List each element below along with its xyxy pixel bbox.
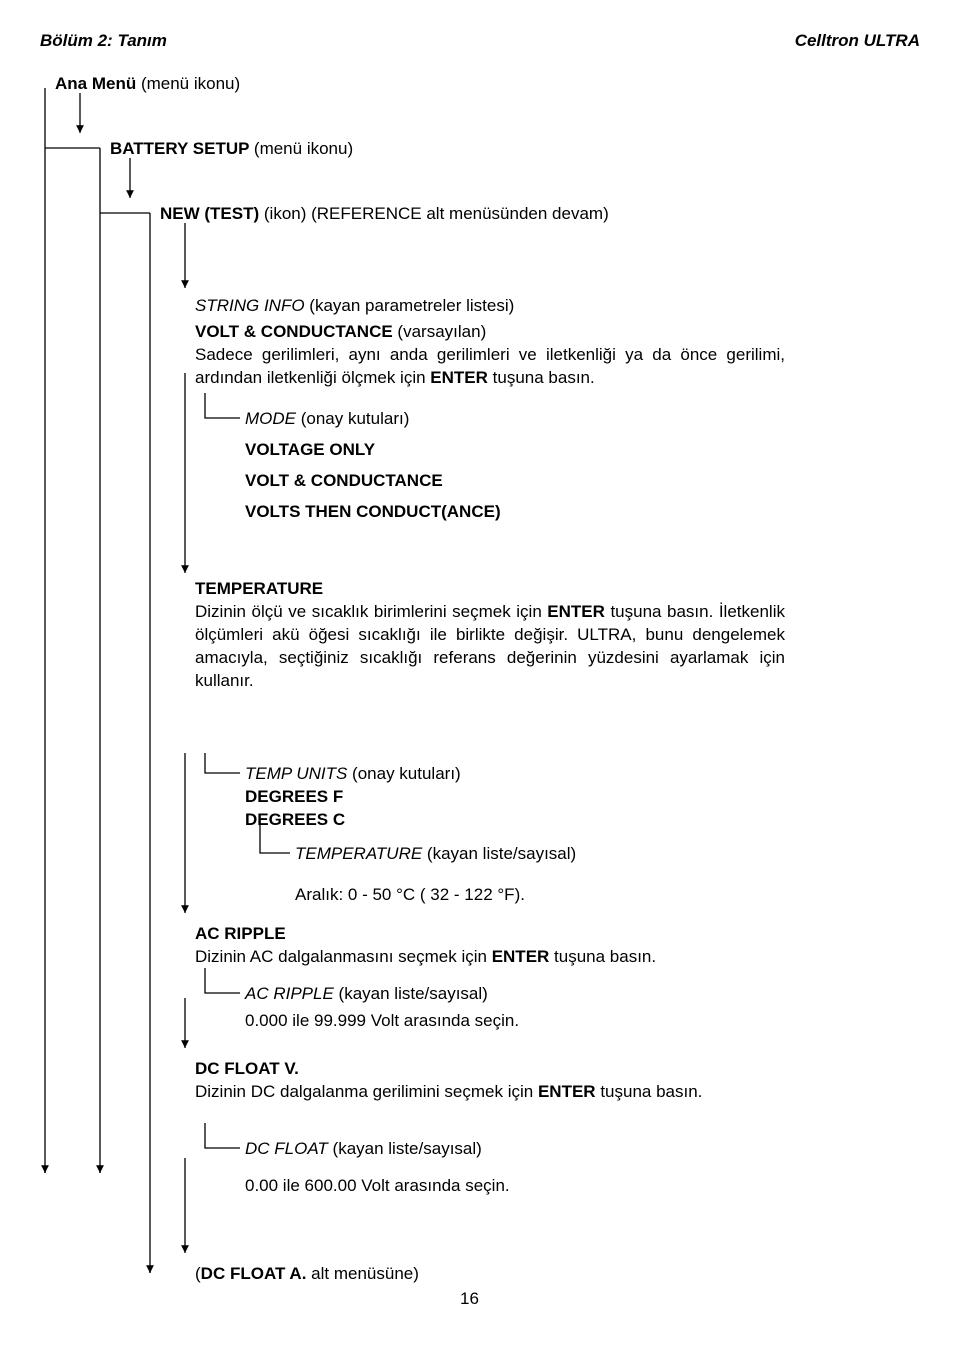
menu-tree-diagram: Ana Menü (menü ikonu) BATTERY SETUP (men… (40, 73, 920, 1323)
temp-units-opt2: DEGREES C (245, 809, 745, 832)
dc-float-sub-title: DC FLOAT (245, 1139, 333, 1158)
string-info: STRING INFO (kayan parametreler listesi) (195, 295, 755, 318)
new-test-label: NEW (TEST) (160, 204, 264, 223)
dc-float-d1: Dizinin DC dalgalanma gerilimini seçmek … (195, 1082, 538, 1101)
volt-enter: ENTER (430, 368, 488, 387)
ac-ripple-range: 0.000 ile 99.999 Volt arasında seçin. (245, 1010, 745, 1033)
ac-ripple-block: AC RIPPLE Dizinin AC dalgalanmasını seçm… (195, 923, 785, 969)
dc-float-sub-note: (kayan liste/sayısal) (333, 1139, 482, 1158)
ac-ripple-sub-title: AC RIPPLE (245, 984, 339, 1003)
temperature-title: TEMPERATURE (195, 578, 785, 601)
dc-float-enter: ENTER (538, 1082, 596, 1101)
volt-desc2: tuşuna basın. (488, 368, 595, 387)
temperature-sub: TEMPERATURE (kayan liste/sayısal) Aralık… (295, 843, 745, 907)
temperature-sub-title: TEMPERATURE (295, 844, 427, 863)
dc-float-d2: tuşuna basın. (596, 1082, 703, 1101)
string-info-note: (kayan parametreler listesi) (309, 296, 514, 315)
ac-ripple-title: AC RIPPLE (195, 923, 785, 946)
temperature-d1: Dizinin ölçü ve sıcaklık birimlerini seç… (195, 602, 547, 621)
mode-opt1: VOLTAGE ONLY (245, 439, 745, 462)
dc-float-block: DC FLOAT V. Dizinin DC dalgalanma gerili… (195, 1058, 785, 1104)
battery-setup-note: (menü ikonu) (254, 139, 353, 158)
temperature-block: TEMPERATURE Dizinin ölçü ve sıcaklık bir… (195, 578, 785, 693)
temp-units-opt1: DEGREES F (245, 786, 745, 809)
header-right: Celltron ULTRA (795, 30, 920, 53)
temperature-enter: ENTER (547, 602, 605, 621)
ana-menu-note: (menü ikonu) (141, 74, 240, 93)
volt-title-note: (varsayılan) (397, 322, 486, 341)
temp-units-title: TEMP UNITS (245, 764, 352, 783)
ac-ripple-d1: Dizinin AC dalgalanmasını seçmek için (195, 947, 492, 966)
dc-float-title: DC FLOAT V. (195, 1058, 785, 1081)
mode-title: MODE (245, 409, 301, 428)
ana-menu: Ana Menü (menü ikonu) (55, 73, 240, 96)
volt-title: VOLT & CONDUCTANCE (195, 322, 397, 341)
temperature-sub-note: (kayan liste/sayısal) (427, 844, 576, 863)
ac-ripple-sub-note: (kayan liste/sayısal) (339, 984, 488, 1003)
temp-units-block: TEMP UNITS (onay kutuları) DEGREES F DEG… (245, 763, 745, 832)
new-test: NEW (TEST) (ikon) (REFERENCE alt menüsün… (160, 203, 609, 226)
battery-setup-label: BATTERY SETUP (110, 139, 254, 158)
page-number: 16 (460, 1288, 479, 1311)
dc-float-sub: DC FLOAT (kayan liste/sayısal) 0.00 ile … (245, 1138, 745, 1198)
ac-ripple-sub: AC RIPPLE (kayan liste/sayısal) 0.000 il… (245, 983, 745, 1033)
battery-setup: BATTERY SETUP (menü ikonu) (110, 138, 353, 161)
ana-menu-label: Ana Menü (55, 74, 141, 93)
mode-opt2: VOLT & CONDUCTANCE (245, 470, 745, 493)
ac-ripple-d2: tuşuna basın. (549, 947, 656, 966)
ac-ripple-enter: ENTER (492, 947, 550, 966)
mode-block: MODE (onay kutuları) VOLTAGE ONLY VOLT &… (245, 408, 745, 524)
mode-opt3: VOLTS THEN CONDUCT(ANCE) (245, 501, 745, 524)
temp-units-note: (onay kutuları) (352, 764, 461, 783)
header-left: Bölüm 2: Tanım (40, 30, 167, 53)
string-info-label: STRING INFO (195, 296, 309, 315)
mode-note: (onay kutuları) (301, 409, 410, 428)
new-test-note: (ikon) (REFERENCE alt menüsünden devam) (264, 204, 609, 223)
volt-conductance: VOLT & CONDUCTANCE (varsayılan) Sadece g… (195, 321, 785, 390)
temperature-sub-range: Aralık: 0 - 50 °C ( 32 - 122 °F). (295, 884, 745, 907)
dc-float-range: 0.00 ile 600.00 Volt arasında seçin. (245, 1175, 745, 1198)
continue-note: (DC FLOAT A. alt menüsüne) (195, 1263, 419, 1286)
